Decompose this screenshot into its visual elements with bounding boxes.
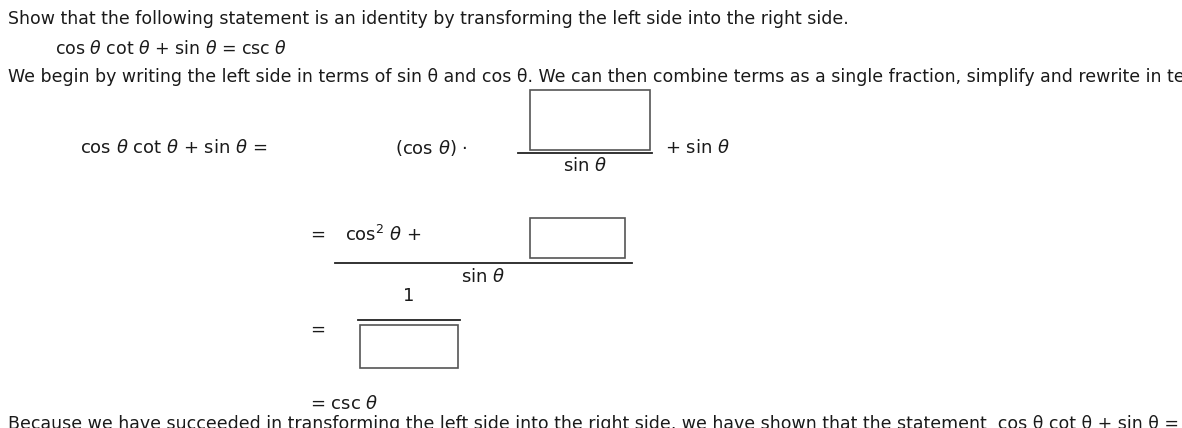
- Text: Show that the following statement is an identity by transforming the left side i: Show that the following statement is an …: [8, 10, 849, 28]
- Bar: [361, 325, 457, 368]
- Text: sin $\it{\theta}$: sin $\it{\theta}$: [461, 268, 506, 286]
- Text: + sin $\it{\theta}$: + sin $\it{\theta}$: [665, 139, 730, 157]
- Text: cos $\it{\theta}$ cot $\it{\theta}$ + sin $\it{\theta}$ = csc $\it{\theta}$: cos $\it{\theta}$ cot $\it{\theta}$ + si…: [56, 40, 287, 58]
- Text: cos$^2$ $\it{\theta}$ +: cos$^2$ $\it{\theta}$ +: [345, 225, 422, 245]
- Text: = csc $\it{\theta}$: = csc $\it{\theta}$: [310, 395, 378, 413]
- Text: (cos $\it{\theta}$) $\cdot$: (cos $\it{\theta}$) $\cdot$: [395, 138, 468, 158]
- Text: =: =: [310, 226, 325, 244]
- Text: =: =: [310, 321, 325, 339]
- Bar: [530, 218, 625, 258]
- Text: We begin by writing the left side in terms of sin θ and cos θ. We can then combi: We begin by writing the left side in ter…: [8, 68, 1182, 86]
- Text: Because we have succeeded in transforming the left side into the right side, we : Because we have succeeded in transformin…: [8, 415, 1182, 428]
- Text: cos $\it{\theta}$ cot $\it{\theta}$ + sin $\it{\theta}$ =: cos $\it{\theta}$ cot $\it{\theta}$ + si…: [80, 139, 267, 157]
- Text: sin $\it{\theta}$: sin $\it{\theta}$: [563, 157, 608, 175]
- Text: 1: 1: [403, 287, 415, 305]
- Bar: [530, 90, 650, 150]
